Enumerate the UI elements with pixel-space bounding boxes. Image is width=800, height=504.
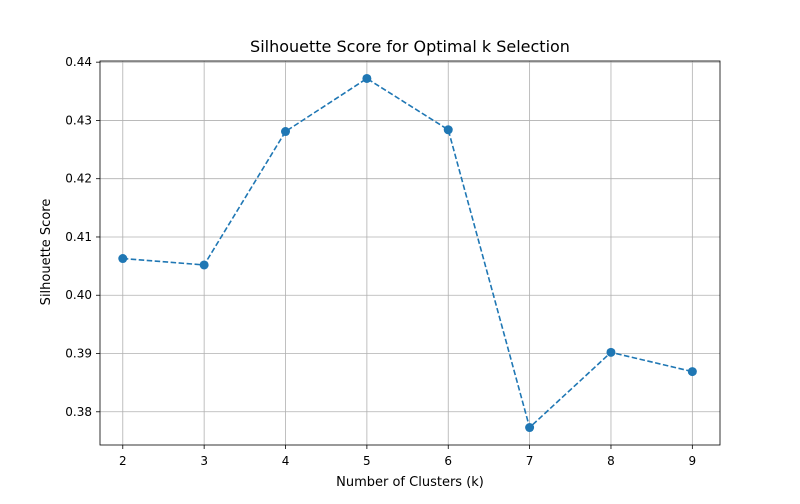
x-tick-label: 8 bbox=[607, 454, 615, 468]
y-tick-label: 0.41 bbox=[65, 230, 92, 244]
x-tick-label: 9 bbox=[689, 454, 697, 468]
y-tick-label: 0.39 bbox=[65, 347, 92, 361]
x-tick-label: 6 bbox=[444, 454, 452, 468]
x-axis-label: Number of Clusters (k) bbox=[336, 475, 484, 490]
y-tick-label: 0.44 bbox=[65, 55, 92, 69]
data-point-marker bbox=[362, 73, 372, 83]
data-point-marker bbox=[687, 367, 697, 377]
data-point-marker bbox=[118, 254, 128, 264]
data-point-marker bbox=[525, 423, 535, 433]
series-line bbox=[122, 77, 693, 430]
data-point-marker bbox=[281, 127, 291, 137]
data-point-marker bbox=[443, 125, 453, 135]
x-tick-label: 5 bbox=[363, 454, 371, 468]
ticks-layer: 2 3 4 5 6 7 8 9 0.38 0.39 0.40 0.41 0.42 0.43 0.44 bbox=[65, 55, 696, 468]
x-tick-label: 7 bbox=[526, 454, 534, 468]
axes-layer bbox=[99, 60, 721, 446]
data-point-marker bbox=[199, 260, 209, 270]
grid-layer bbox=[100, 61, 720, 445]
y-axis-label: Silhouette Score bbox=[39, 199, 54, 306]
chart-title: Silhouette Score for Optimal k Selection bbox=[250, 37, 570, 56]
data-point-marker bbox=[606, 347, 616, 357]
y-tick-label: 0.40 bbox=[65, 288, 92, 302]
x-tick-label: 2 bbox=[119, 454, 127, 468]
y-tick-label: 0.43 bbox=[65, 113, 92, 127]
y-tick-label: 0.38 bbox=[65, 405, 92, 419]
axes-frame bbox=[99, 60, 721, 446]
x-tick-label: 4 bbox=[282, 454, 290, 468]
x-tick-label: 3 bbox=[200, 454, 208, 468]
series-layer bbox=[118, 73, 697, 433]
y-tick-label: 0.42 bbox=[65, 172, 92, 186]
